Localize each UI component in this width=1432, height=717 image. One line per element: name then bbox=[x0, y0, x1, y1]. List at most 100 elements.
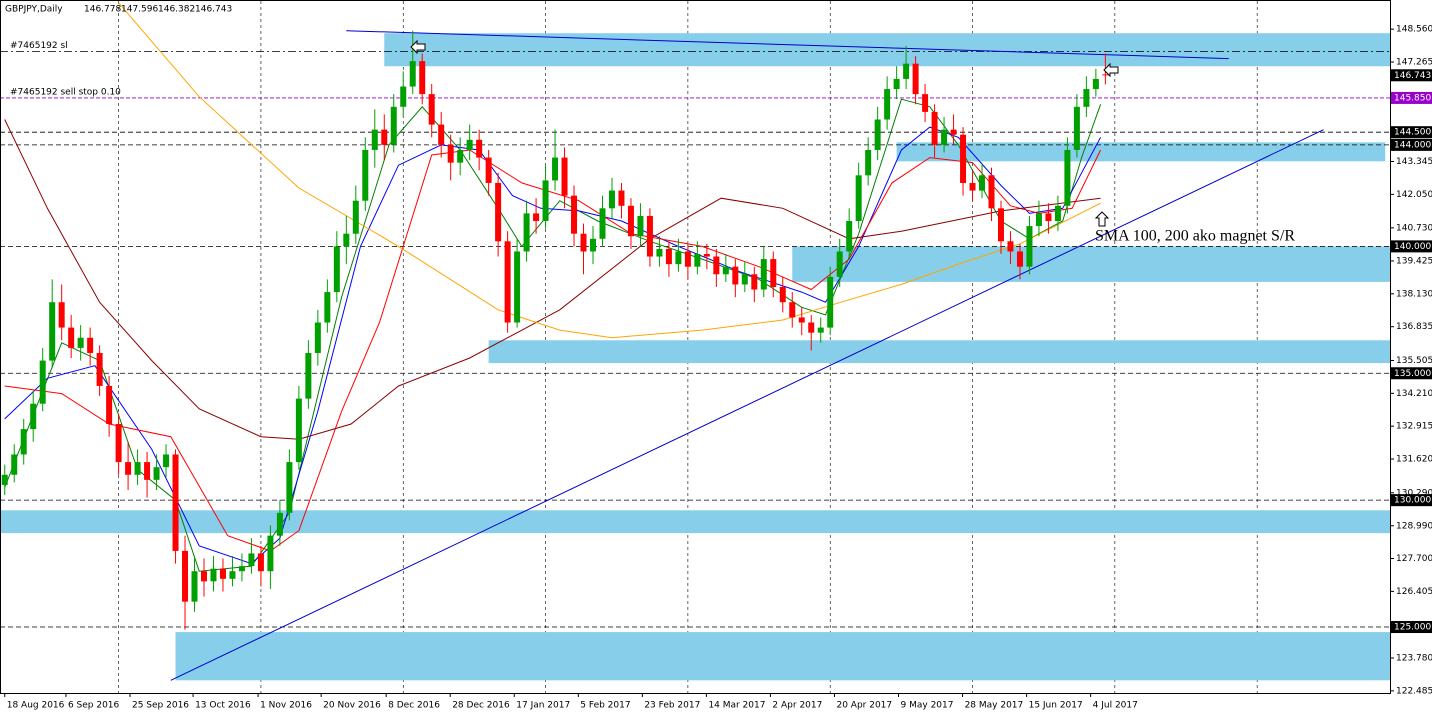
candle-body bbox=[96, 352, 103, 386]
candle-body bbox=[362, 149, 369, 201]
y-tick-label: 140.730 bbox=[1396, 223, 1432, 233]
candle-body bbox=[1007, 241, 1014, 252]
x-tick-label: 6 Sep 2016 bbox=[68, 701, 120, 711]
moving-average bbox=[4, 149, 1102, 552]
candle-body bbox=[419, 61, 426, 95]
sr-zone bbox=[384, 33, 1390, 67]
sr-zone bbox=[896, 142, 1386, 162]
candle-body bbox=[257, 553, 264, 572]
price-label-bg bbox=[1391, 91, 1432, 104]
price-label: 125.000 bbox=[1394, 623, 1431, 633]
candle-body bbox=[238, 566, 245, 572]
candle-body bbox=[30, 403, 37, 430]
trendline bbox=[170, 129, 1324, 681]
candle-body bbox=[286, 462, 293, 513]
candle-body bbox=[333, 246, 340, 293]
candle-body bbox=[931, 111, 938, 145]
candle-body bbox=[485, 157, 492, 183]
candle-body bbox=[409, 61, 416, 87]
symbol: GBPJPY,Daily bbox=[5, 5, 63, 15]
candle-body bbox=[276, 512, 283, 536]
candle-body bbox=[884, 89, 891, 120]
x-tick-label: 20 Apr 2017 bbox=[836, 701, 892, 711]
candle-body bbox=[390, 106, 397, 145]
candle-body bbox=[684, 251, 691, 267]
candle-body bbox=[20, 429, 27, 455]
candle-body bbox=[49, 302, 56, 361]
candle-body bbox=[836, 251, 843, 277]
candle-body bbox=[200, 571, 207, 582]
candle-body bbox=[457, 149, 464, 163]
candle-body bbox=[1083, 89, 1090, 107]
y-tick-label: 135.505 bbox=[1396, 356, 1432, 366]
y-tick-label: 128.990 bbox=[1396, 521, 1432, 531]
candle-body bbox=[941, 129, 948, 145]
overlay: GBPJPY,Daily 146.778 147.596 146.382 146… bbox=[4, 5, 1432, 711]
price-label: 144.000 bbox=[1394, 140, 1431, 150]
candle-body bbox=[523, 213, 530, 252]
candle-body bbox=[969, 182, 976, 191]
candle-body bbox=[324, 292, 331, 323]
price-label-bg bbox=[1391, 621, 1432, 634]
candle-body bbox=[125, 462, 132, 475]
candle-body bbox=[68, 327, 75, 348]
candle-body bbox=[703, 253, 710, 257]
arrow-left bbox=[1103, 62, 1119, 78]
candle-body bbox=[514, 251, 521, 323]
y-tick-label: 136.835 bbox=[1396, 322, 1432, 332]
price-label-bg bbox=[1391, 126, 1432, 139]
y-tick-label: 142.050 bbox=[1396, 190, 1432, 200]
candle-body bbox=[770, 259, 777, 287]
price-label-bg bbox=[1391, 69, 1432, 82]
price-label-bg bbox=[1391, 138, 1432, 151]
candle-body bbox=[950, 129, 957, 135]
candle-body bbox=[504, 241, 511, 323]
candle-body bbox=[960, 134, 967, 183]
candle-body bbox=[343, 233, 350, 247]
candle-body bbox=[846, 221, 853, 252]
plot-frame bbox=[0, 0, 1391, 694]
arrow-up bbox=[1094, 211, 1110, 227]
candle-body bbox=[542, 180, 549, 222]
candle-body bbox=[295, 398, 302, 463]
x-tick-label: 25 Sep 2016 bbox=[132, 701, 189, 711]
candle-body bbox=[789, 302, 796, 318]
candle-body bbox=[552, 157, 559, 181]
candle-body bbox=[903, 63, 910, 79]
candle-body bbox=[219, 568, 226, 579]
candle-body bbox=[11, 454, 18, 475]
y-tick-label: 138.130 bbox=[1396, 289, 1432, 299]
candle-body bbox=[1064, 149, 1071, 206]
candle-body bbox=[580, 233, 587, 252]
candle-body bbox=[1073, 106, 1080, 150]
candle-body bbox=[1035, 213, 1042, 227]
y-tick-label: 147.265 bbox=[1396, 58, 1432, 68]
candle-body bbox=[590, 238, 597, 252]
candle-body bbox=[476, 139, 483, 158]
price-label-bg bbox=[1391, 240, 1432, 253]
x-tick-label: 1 Nov 2016 bbox=[260, 701, 312, 711]
candle-body bbox=[314, 322, 321, 353]
candle-body bbox=[115, 424, 122, 463]
candle-body bbox=[618, 190, 625, 206]
y-tick-label: 123.780 bbox=[1396, 653, 1432, 663]
moving-average bbox=[4, 119, 1101, 440]
candle-body bbox=[637, 215, 644, 237]
candle-body bbox=[229, 571, 236, 579]
header-close: 146.743 bbox=[195, 5, 232, 15]
x-tick-label: 28 Dec 2016 bbox=[452, 701, 510, 711]
x-tick-label: 15 Jun 2017 bbox=[1029, 701, 1083, 711]
candle-body bbox=[1054, 205, 1061, 222]
candle-body bbox=[665, 248, 672, 265]
candle-body bbox=[1092, 78, 1099, 90]
candle-body bbox=[39, 360, 46, 404]
candle-body bbox=[428, 94, 435, 125]
candle-body bbox=[561, 157, 568, 196]
x-tick-label: 28 May 2017 bbox=[965, 701, 1024, 711]
y-tick-label: 134.210 bbox=[1396, 389, 1432, 399]
candle-body bbox=[874, 119, 881, 150]
candle-body bbox=[760, 259, 767, 290]
candle-body bbox=[827, 276, 834, 328]
x-tick-label: 20 Nov 2016 bbox=[323, 701, 381, 711]
candle-body bbox=[922, 94, 929, 112]
